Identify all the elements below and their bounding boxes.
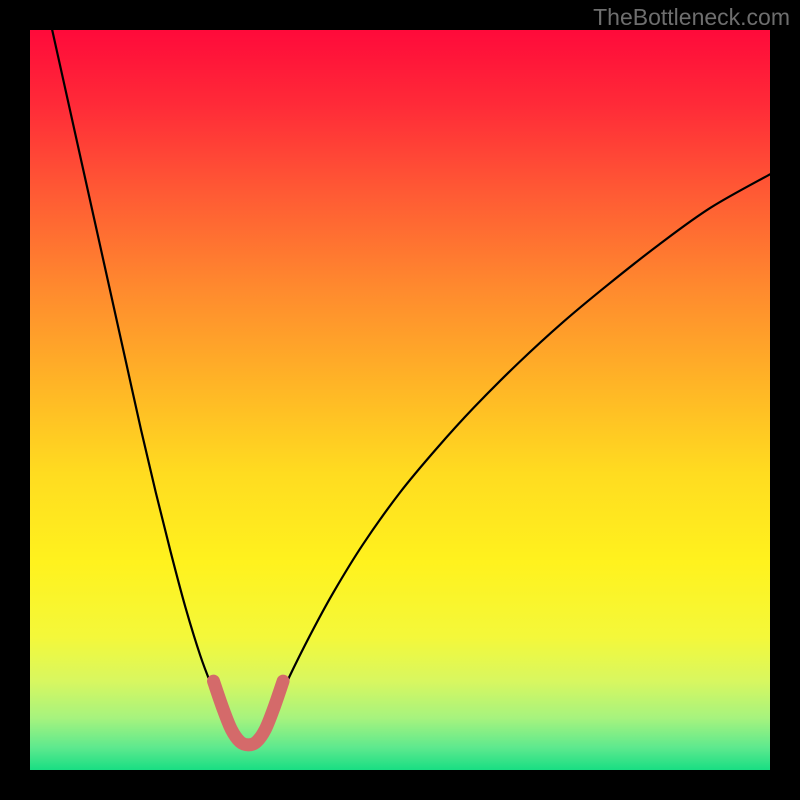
watermark-text: TheBottleneck.com [593, 4, 790, 31]
gradient-background [30, 30, 770, 770]
bottleneck-chart [0, 0, 800, 800]
